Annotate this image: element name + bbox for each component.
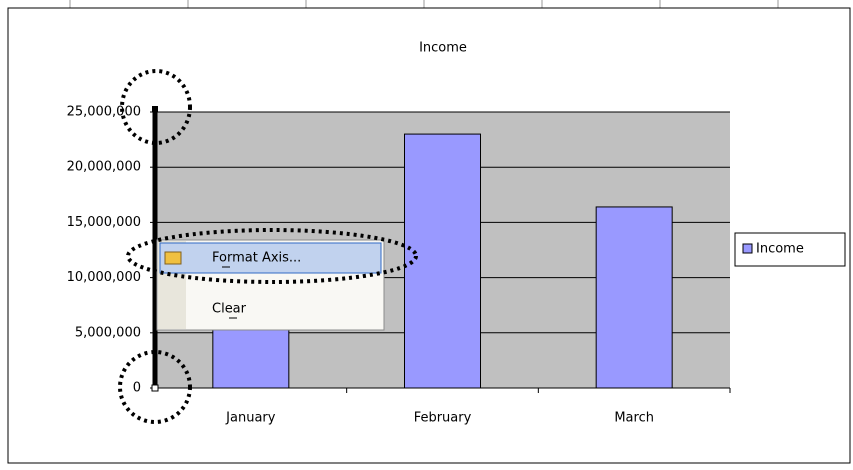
sheet-grid (69, 0, 779, 8)
context-menu: Format Axis... Clear (156, 239, 385, 331)
menu-item[interactable]: Clear (212, 302, 247, 317)
axis-handle (151, 384, 159, 392)
y-tick-label: 0 (133, 381, 141, 396)
y-tick-label: 25,000,000 (67, 105, 141, 120)
legend (734, 232, 846, 267)
axis-handle (152, 106, 158, 112)
dotted-circle (120, 69, 192, 145)
y-tick-label: 5,000,000 (75, 325, 141, 340)
legend-swatch (742, 243, 753, 254)
chart-title: Income (419, 41, 467, 56)
y-tick-label: 10,000,000 (67, 270, 141, 285)
menu-highlight[interactable] (159, 242, 382, 274)
menu-icon (164, 251, 182, 265)
menu-item[interactable]: Format Axis... (212, 251, 301, 266)
bar (595, 206, 673, 389)
x-tick-label: January (225, 411, 276, 426)
y-tick-label: 15,000,000 (67, 215, 141, 230)
x-tick-label: February (414, 411, 472, 426)
y-tick-label: 20,000,000 (67, 160, 141, 175)
dotted-circle (118, 350, 192, 424)
x-tick-label: March (614, 411, 654, 426)
bar (404, 133, 481, 389)
legend-label: Income (756, 242, 804, 257)
dotted-ellipse (126, 228, 418, 284)
annotations (118, 69, 418, 424)
